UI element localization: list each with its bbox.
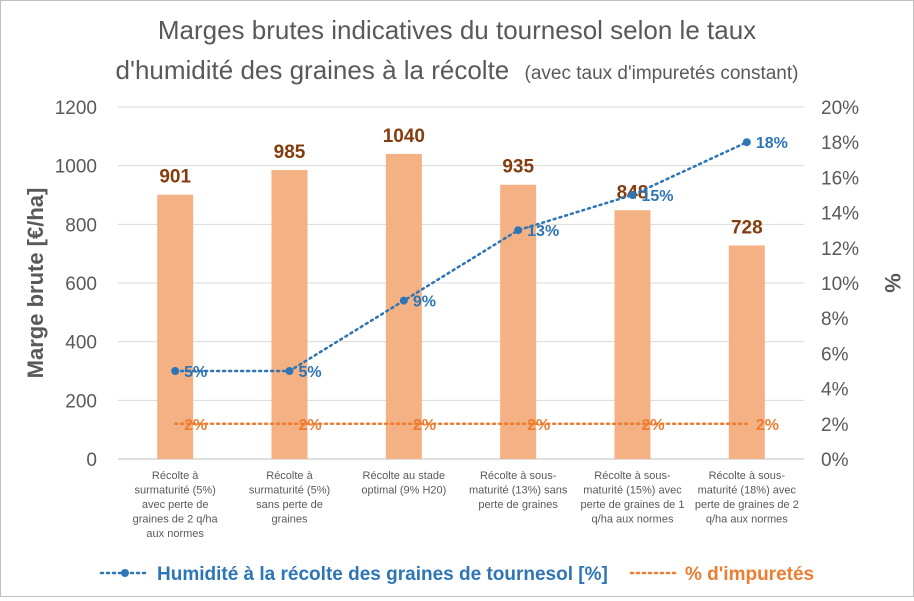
bar (614, 210, 651, 459)
series-lines (171, 138, 751, 426)
x-category-line: perte de graines de 1 (581, 499, 685, 511)
title-line-1: Marges brutes indicatives du tournesol s… (158, 15, 756, 45)
x-category-line: avec perte de (142, 499, 209, 511)
gridlines (118, 106, 804, 460)
y2-tick-label: 2% (821, 415, 849, 436)
humidity-label: 18% (756, 135, 788, 152)
y2-tick-label: 0% (821, 450, 849, 471)
x-category-line: surmaturité (5%) (135, 485, 216, 497)
x-category-label: Récolte à surmaturité (5%) avec perte de gr… (133, 470, 219, 540)
y2-tick-label: 10% (821, 274, 859, 295)
y-tick-label: 0 (86, 450, 97, 471)
x-category-line: q/ha aux normes (592, 514, 674, 526)
humidity-line (173, 140, 749, 373)
humidity-label: 5% (184, 364, 207, 381)
title-line-2-main: d'humidité des graines à la récolte (116, 55, 510, 85)
x-category-label: Récolte à surmaturité (5%) sans perte de gr… (249, 470, 330, 526)
x-category-line: q/ha aux normes (706, 514, 788, 526)
bar-value-label: 1040 (383, 126, 425, 147)
x-category-line: sans perte de (256, 499, 323, 511)
y2-tick-label: 8% (821, 309, 849, 330)
y-tick-label: 1000 (55, 157, 97, 178)
x-category-line: Récolte à (266, 470, 313, 482)
x-category-line: perte de graines (478, 499, 558, 511)
bar (385, 153, 422, 459)
legend: Humidité à la récolte des graines de tou… (99, 564, 814, 585)
x-category-line: maturité (18%) avec (698, 485, 797, 497)
impurity-label: 2% (642, 417, 665, 434)
bar-value-label: 901 (159, 167, 191, 188)
x-category-label: Récolte à sous-maturité (13%) sans perte … (469, 470, 568, 511)
x-category-line: Récolte à (152, 470, 199, 482)
bar-value-label: 985 (274, 142, 306, 163)
impurity-label: 2% (756, 417, 779, 434)
x-category-line: maturité (13%) sans (469, 485, 568, 497)
x-category-line: Récolte à sous- (594, 470, 671, 482)
humidity-point (399, 296, 408, 305)
x-category-line: surmaturité (5%) (249, 485, 330, 497)
x-category-line: Récolte à sous- (709, 470, 786, 482)
x-category-line: Récolte à sous- (480, 470, 557, 482)
humidity-label: 5% (299, 364, 322, 381)
x-axis-category-labels: Récolte à surmaturité (5%) avec perte de gr… (133, 470, 799, 540)
y-tick-label: 800 (65, 215, 97, 236)
x-category-line: optimal (9% H20) (361, 485, 446, 497)
y2-tick-label: 6% (821, 344, 849, 365)
legend-label: Humidité à la récolte des graines de tou… (157, 564, 608, 585)
x-category-line: perte de graines de 2 (695, 499, 799, 511)
impurity-label: 2% (527, 417, 550, 434)
bar-value-labels: 9019851040935848728 (159, 126, 762, 239)
x-category-line: Récolte au stade (363, 470, 446, 482)
y-tick-label: 200 (65, 391, 97, 412)
title-note: (avec taux d'impuretés constant) (525, 63, 799, 84)
bar-value-label: 935 (502, 157, 534, 178)
y2-tick-label: 16% (821, 168, 859, 189)
y2-tick-label: 18% (821, 133, 859, 154)
humidity-point (628, 191, 637, 199)
series-labels: 5% 5% 9% 13% 15% 18% 2% 2% 2% 2% 2% 2% (184, 135, 788, 434)
humidity-point (171, 367, 180, 375)
y2-tick-label: 12% (821, 239, 859, 260)
y-tick-label: 600 (65, 274, 97, 295)
x-category-line: maturité (15%) avec (583, 485, 682, 497)
humidity-label: 13% (527, 223, 559, 240)
x-category-line: aux normes (146, 528, 204, 540)
legend-label: % d'impuretés (685, 564, 814, 585)
impurity-label: 2% (413, 417, 436, 434)
y2-tick-label: 14% (821, 204, 859, 225)
humidity-label: 9% (413, 294, 436, 311)
x-category-label: Récolte au stade optimal (9% H20) (361, 470, 446, 497)
x-category-label: Récolte à sous-maturité (18%) avec perte … (695, 470, 799, 526)
chart-title: Marges brutes indicatives du tournesol s… (116, 15, 799, 85)
y2-axis-ticks: 0% 2% 4% 6% 8% 10% 12% 14% 16% 18% 20% (821, 98, 859, 471)
y-tick-label: 400 (65, 333, 97, 354)
y2-tick-label: 4% (821, 380, 849, 401)
humidity-point (514, 226, 523, 235)
y-axis-ticks: 0 200 400 600 800 1000 1200 (55, 98, 97, 471)
legend-marker (121, 569, 129, 577)
humidity-point (742, 138, 751, 147)
y-axis-label: Marge brute [€/ha] (23, 188, 48, 379)
humidity-label: 15% (642, 188, 674, 205)
x-category-line: graines (271, 514, 308, 526)
impurity-label: 2% (184, 417, 207, 434)
bar-value-label: 728 (731, 217, 763, 238)
title-line-2: d'humidité des graines à la récolte (ave… (116, 55, 799, 85)
impurity-label: 2% (299, 417, 322, 434)
y-tick-label: 1200 (55, 98, 97, 119)
humidity-point (285, 367, 294, 375)
bars (157, 153, 765, 460)
bar (157, 194, 194, 459)
bar (271, 170, 308, 460)
y2-axis-label: % (880, 273, 905, 293)
y2-tick-label: 20% (821, 98, 859, 119)
x-category-line: graines de 2 q/ha (133, 514, 219, 526)
x-category-label: Récolte à sous-maturité (15%) avec perte … (581, 470, 685, 526)
